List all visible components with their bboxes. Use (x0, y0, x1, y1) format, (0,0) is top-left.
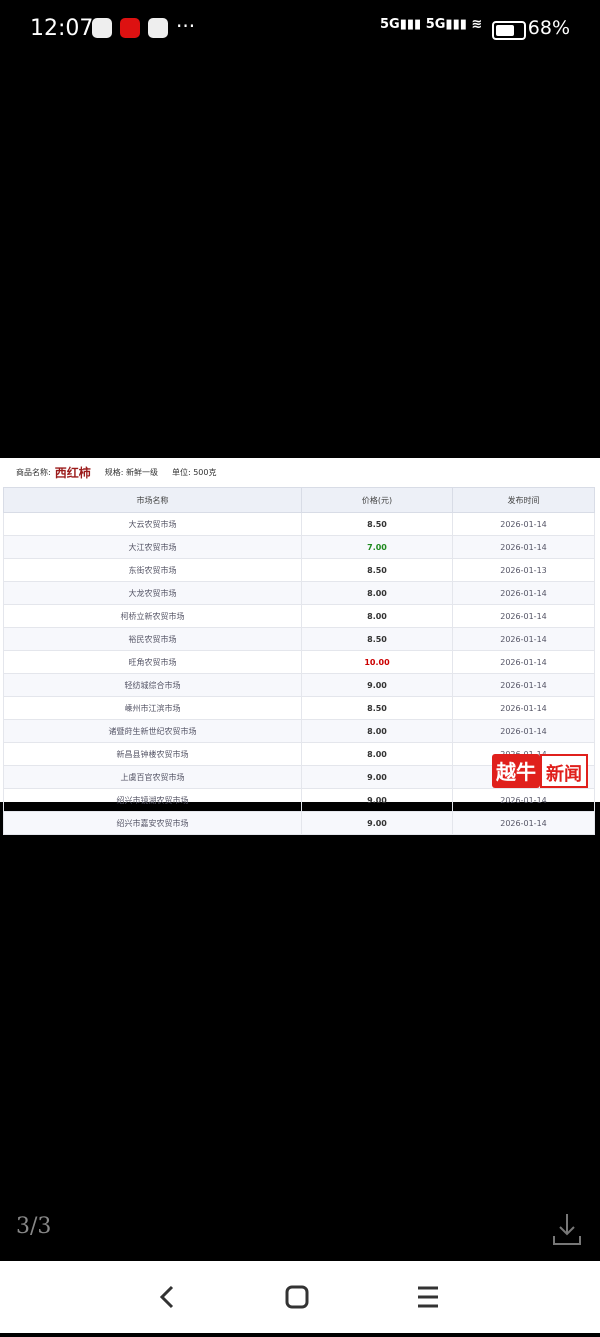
table-body: 大云农贸市场 8.50 2026-01-14 大江农贸市场 7.00 2026-01-1… (3, 512, 595, 835)
home-button[interactable] (285, 1285, 309, 1309)
product-name: 西红柿 (54, 465, 91, 480)
name-label: 商品名称: (16, 467, 51, 477)
cell: 8.00 (301, 719, 453, 743)
price-table: 市场名称 价格(元) 发布时间 大云农贸市场 8.50 2026-01-14 大江农… (3, 487, 595, 835)
cell: 2026-01-14 (452, 604, 595, 628)
watermark-text: 新闻 (540, 754, 588, 788)
cell: 8.50 (301, 558, 453, 582)
navigation-bar (0, 1261, 600, 1333)
cell: 2026-01-14 (452, 788, 595, 812)
cell: 9.00 (301, 765, 453, 789)
page-indicator: 3/3 (16, 1214, 52, 1239)
cell: 新昌县钟楼农贸市场 (3, 742, 302, 766)
cell: 嵊州市江滨市场 (3, 696, 302, 720)
menu-button[interactable] (418, 1286, 438, 1308)
status-bar: 12:07 ··· 5G▮▮▮ 5G▮▮▮ ≋ 68% (0, 0, 600, 60)
header-cell: 市场名称 (3, 487, 302, 513)
battery-level: 68% (527, 17, 570, 39)
watermark-logo: 越牛 (492, 754, 540, 788)
cell: 2026-01-14 (452, 719, 595, 743)
cell: 2026-01-14 (452, 581, 595, 605)
cell: 绍兴市镜湖农贸市场 (3, 788, 302, 812)
image-content: 商品名称: 西红柿 规格: 新鲜一级 单位: 500克 市场名称 价格(元) 发… (0, 458, 600, 835)
cell: 2026-01-14 (452, 512, 595, 536)
cell: 10.00 (301, 650, 453, 674)
product-info: 商品名称: 西红柿 规格: 新鲜一级 单位: 500克 (0, 458, 600, 486)
cell: 大龙农贸市场 (3, 581, 302, 605)
spec: 规格: 新鲜一级 (104, 467, 158, 477)
cell: 大云农贸市场 (3, 512, 302, 536)
cell: 东街农贸市场 (3, 558, 302, 582)
cell: 裕民农贸市场 (3, 627, 302, 651)
signal: 5G▮▮▮ 5G▮▮▮ ≋ (380, 17, 483, 32)
cell: 8.50 (301, 512, 453, 536)
cell: 9.00 (301, 788, 453, 812)
cell: 8.00 (301, 581, 453, 605)
cell: 8.00 (301, 742, 453, 766)
cell: 2026-01-14 (452, 650, 595, 674)
cell: 诸暨莳生新世纪农贸市场 (3, 719, 302, 743)
battery-icon (492, 21, 526, 40)
nav-icons (159, 1285, 438, 1309)
unit: 单位: 500克 (171, 467, 217, 477)
cell: 8.00 (301, 604, 453, 628)
cell: 8.50 (301, 627, 453, 651)
cell: 7.00 (301, 535, 453, 559)
cell: 旺角农贸市场 (3, 650, 302, 674)
watermark: 越牛 新闻 (492, 754, 588, 788)
header-cell: 价格(元) (301, 487, 453, 513)
back-button[interactable] (159, 1285, 174, 1309)
more-notifications: ··· (176, 14, 196, 38)
cell: 绍兴市嘉安农贸市场 (3, 811, 302, 835)
notification-icons (92, 18, 168, 38)
cell: 2026-01-13 (452, 558, 595, 582)
cell: 2026-01-14 (452, 535, 595, 559)
cell: 轻纺城综合市场 (3, 673, 302, 697)
cell: 上虞百官农贸市场 (3, 765, 302, 789)
cell: 9.00 (301, 673, 453, 697)
header-cell: 发布时间 (452, 487, 595, 513)
clock: 12:07 (30, 16, 94, 41)
download-button[interactable] (552, 1212, 582, 1246)
cell: 2026-01-14 (452, 811, 595, 835)
cell: 2026-01-14 (452, 696, 595, 720)
cell: 大江农贸市场 (3, 535, 302, 559)
cell: 2026-01-14 (452, 673, 595, 697)
cell: 9.00 (301, 811, 453, 835)
cell: 柯桥立新农贸市场 (3, 604, 302, 628)
cell: 2026-01-14 (452, 627, 595, 651)
cell: 8.50 (301, 696, 453, 720)
